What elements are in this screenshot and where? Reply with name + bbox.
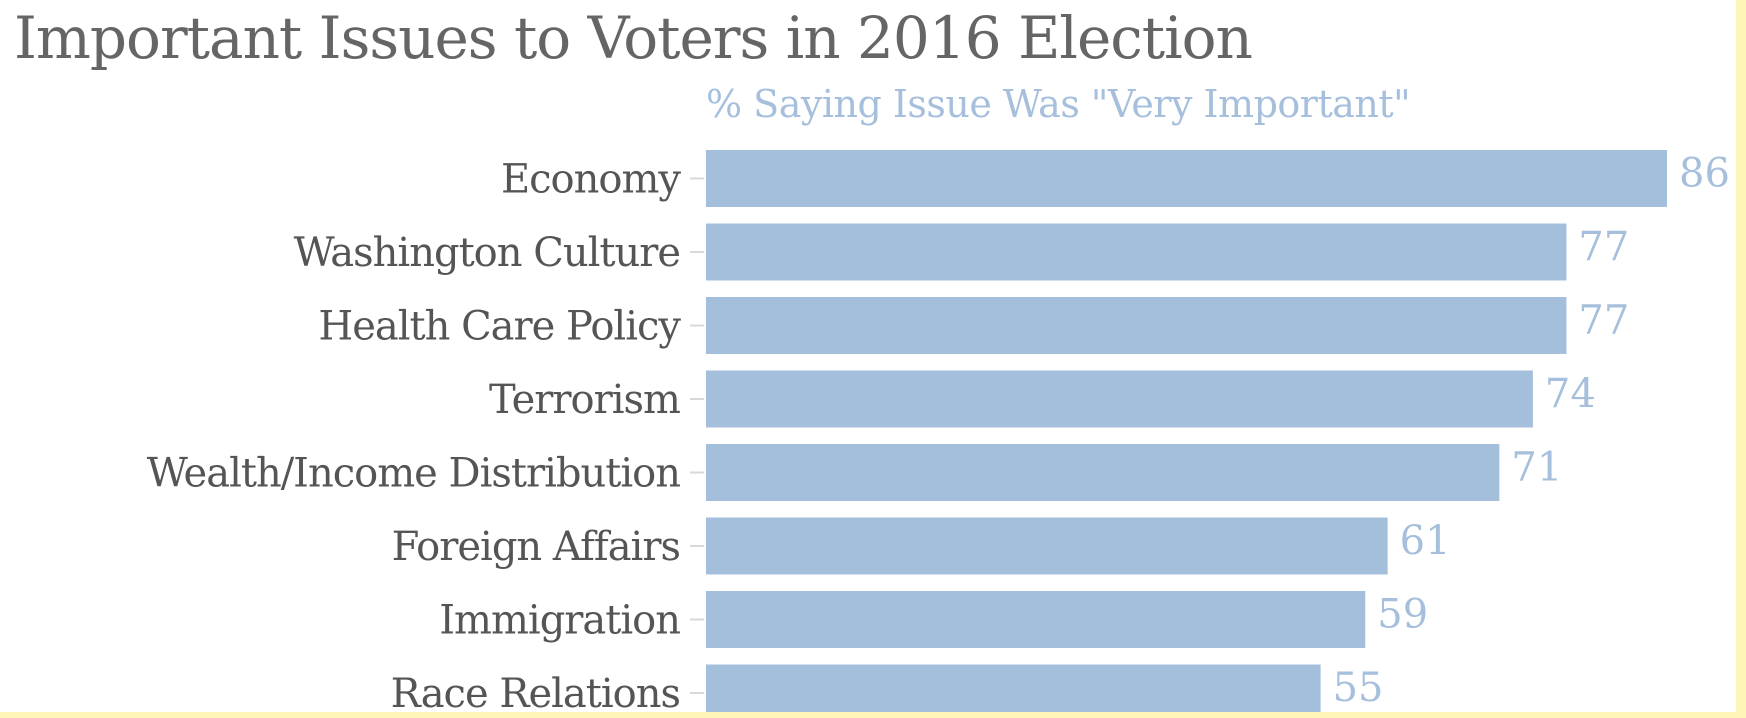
category-label-4: Wealth/Income Distribution	[147, 451, 681, 497]
category-label-0: Economy	[501, 157, 681, 203]
category-label-5: Foreign Affairs	[392, 524, 680, 570]
value-label-5: 61	[1400, 518, 1451, 564]
category-label-7: Race Relations	[391, 671, 680, 717]
value-label-4: 71	[1511, 445, 1562, 491]
right-edge-strip	[1736, 0, 1746, 718]
value-label-6: 59	[1377, 592, 1428, 638]
value-label-3: 74	[1545, 371, 1596, 417]
chart-subtitle: % Saying Issue Was "Very Important"	[706, 82, 1411, 126]
category-label-2: Health Care Policy	[318, 304, 681, 350]
category-label-1: Washington Culture	[294, 230, 680, 276]
bar-1	[706, 223, 1567, 281]
bar-6	[706, 591, 1366, 648]
bar-4	[706, 444, 1500, 501]
value-label-0: 86	[1679, 151, 1730, 197]
category-label-6: Immigration	[439, 598, 680, 644]
bar-5	[706, 517, 1388, 575]
bottom-edge-strip	[0, 712, 1746, 718]
value-label-2: 77	[1578, 298, 1629, 344]
bar-0	[706, 150, 1667, 207]
bar-3	[706, 370, 1533, 428]
chart-title: Important Issues to Voters in 2016 Elect…	[14, 4, 1253, 72]
category-label-3: Terrorism	[489, 377, 680, 423]
bar-7	[706, 664, 1321, 718]
bar-2	[706, 297, 1567, 354]
value-label-1: 77	[1578, 224, 1629, 270]
value-label-7: 55	[1333, 665, 1384, 711]
